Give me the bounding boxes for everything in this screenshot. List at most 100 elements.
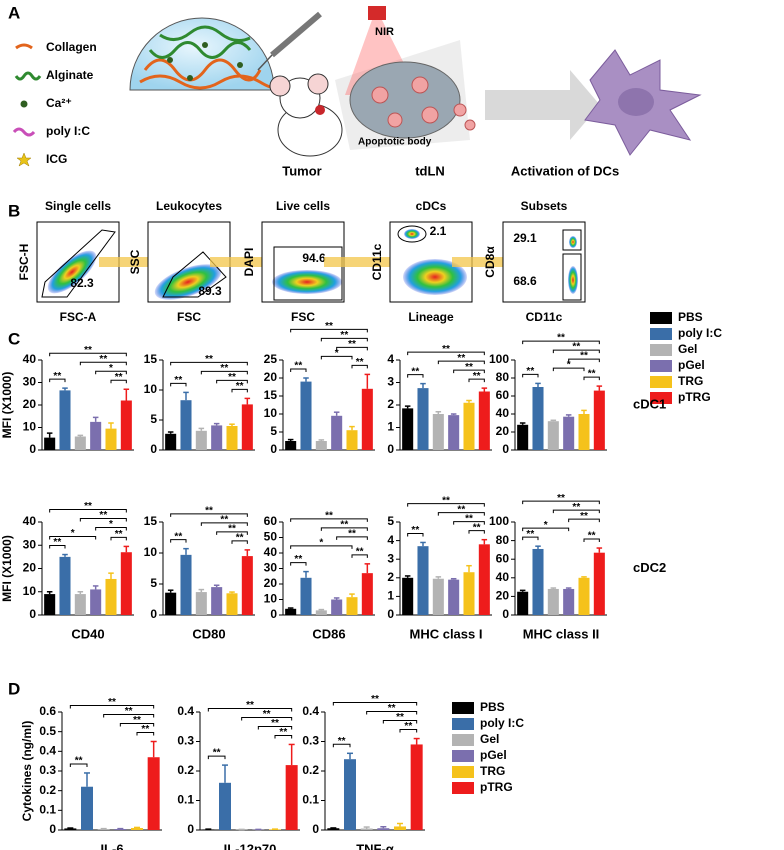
significance-bracket [95, 370, 127, 375]
plot-title: Subsets [521, 199, 568, 213]
y-tick-label: 0.2 [39, 783, 56, 797]
significance-bracket [320, 355, 353, 360]
error-bar [349, 593, 355, 598]
bar [285, 441, 297, 450]
bar [377, 828, 390, 830]
bar [532, 548, 544, 615]
density [404, 229, 420, 239]
significance-label: ** [557, 493, 565, 504]
error-bar [84, 772, 90, 787]
significance-label: ** [75, 756, 83, 767]
flow-arrow [324, 251, 412, 273]
y-tick-label: 100 [489, 352, 509, 366]
significance-bracket [351, 364, 368, 369]
significance-label: ** [228, 524, 236, 535]
error-bar [318, 608, 325, 611]
bar [331, 599, 343, 615]
significance-label: ** [340, 519, 348, 530]
y-tick-label: 0.3 [39, 763, 56, 777]
legend-swatch [452, 734, 474, 746]
error-bar [213, 584, 220, 588]
bar [448, 415, 460, 450]
significance-bracket [257, 725, 293, 730]
significance-bracket [522, 536, 539, 541]
significance-label: ** [338, 736, 346, 747]
plot-title: Live cells [276, 199, 330, 213]
y-tick-label: 5 [150, 576, 157, 590]
y-tick-label: 0 [270, 442, 277, 456]
y-tick-label: 0 [150, 442, 157, 456]
gate [273, 246, 343, 301]
bar [563, 588, 575, 615]
error-bar [108, 422, 114, 429]
bar [315, 610, 327, 615]
error-bar [77, 434, 84, 437]
error-bar [435, 411, 442, 414]
significance-label: ** [473, 371, 481, 382]
error-bar [450, 577, 457, 580]
significance-label: ** [457, 353, 465, 364]
bar [211, 425, 223, 450]
error-bar [550, 419, 557, 422]
y-tick-label: 20 [264, 370, 278, 384]
significance-bracket [336, 536, 368, 540]
bar [417, 546, 429, 615]
significance-label: ** [84, 501, 92, 512]
bar [74, 436, 86, 450]
legend-swatch [650, 376, 672, 388]
significance-bracket [103, 714, 155, 718]
significance-bracket [568, 358, 600, 363]
bar [300, 381, 312, 450]
error-bar [581, 409, 587, 414]
significance-label: ** [174, 375, 182, 386]
significance-label: ** [84, 345, 92, 356]
error-bar [213, 422, 220, 426]
legend-swatch [650, 312, 672, 324]
y-tick-label: 3 [387, 551, 394, 565]
significance-bracket [119, 723, 155, 727]
legend-label: Collagen [46, 40, 97, 54]
bar [81, 786, 93, 830]
bar [90, 421, 102, 450]
x-axis-label: IL-12p70 [224, 841, 277, 850]
significance-bracket [49, 352, 127, 357]
x-axis-label: FSC [291, 310, 315, 324]
bar [211, 587, 223, 615]
significance-label: ** [220, 363, 228, 374]
significance-label: ** [325, 321, 333, 332]
error-bar [380, 826, 387, 829]
x-axis-label: FSC-A [60, 310, 97, 324]
bar [432, 578, 444, 615]
significance-bracket [437, 360, 485, 365]
error-bar [303, 377, 309, 382]
significance-bracket [200, 522, 248, 526]
significance-bracket [407, 532, 424, 537]
flow-arrow [452, 251, 525, 273]
significance-label: ** [205, 506, 213, 517]
legend-label: pGel [678, 358, 705, 372]
bar [432, 414, 444, 450]
significance-label: ** [411, 525, 419, 536]
significance-bracket [552, 349, 600, 354]
y-tick-label: 60 [264, 514, 278, 528]
significance-bracket [568, 518, 600, 523]
significance-label: ** [557, 333, 565, 344]
bar [578, 414, 590, 450]
flow-arrow [210, 251, 284, 273]
y-tick-label: 40 [496, 406, 510, 420]
bar [593, 390, 605, 450]
bar [147, 757, 160, 830]
significance-bracket [407, 503, 485, 507]
y-tick-label: 2 [387, 397, 394, 411]
significance-label: ** [473, 522, 481, 533]
panel-label: C [8, 329, 20, 348]
significance-label: ** [115, 529, 123, 540]
bar [593, 552, 605, 615]
gate [562, 229, 582, 301]
significance-bracket [49, 378, 66, 383]
y-tick-label: 0 [387, 442, 394, 456]
error-bar [333, 411, 340, 416]
bar [327, 828, 340, 830]
y-tick-label: 0 [502, 607, 509, 621]
y-tick-label: 5 [150, 412, 157, 426]
